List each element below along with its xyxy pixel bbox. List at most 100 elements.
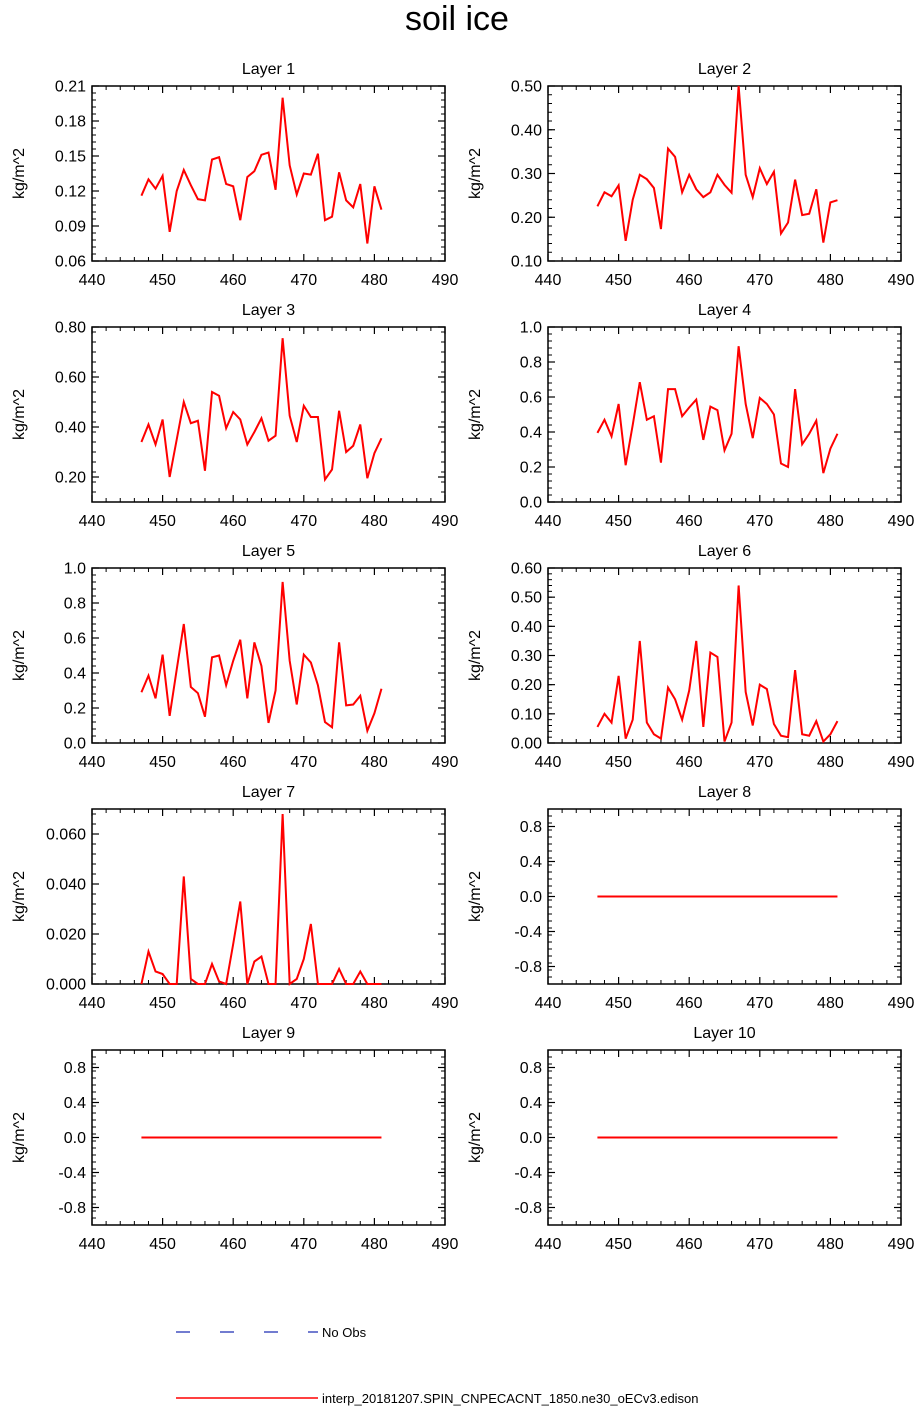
x-tick-label: 440 xyxy=(535,1236,562,1253)
y-tick-label: 0.8 xyxy=(520,819,542,836)
y-tick-label: 0.4 xyxy=(520,854,542,871)
plot-frame xyxy=(91,85,446,262)
x-tick-label: 440 xyxy=(535,272,562,289)
x-tick-label: 450 xyxy=(605,513,632,530)
x-tick-label: 460 xyxy=(220,513,247,530)
x-tick-label: 450 xyxy=(149,995,176,1012)
y-tick-label: 0.040 xyxy=(46,877,86,894)
y-tick-label: -0.4 xyxy=(514,924,542,941)
y-tick-label: 0.0 xyxy=(64,736,86,753)
y-tick-label: 0.00 xyxy=(511,736,542,753)
x-tick-label: 460 xyxy=(220,272,247,289)
x-tick-label: 470 xyxy=(290,1236,317,1253)
y-tick-label: 0.60 xyxy=(511,561,542,578)
y-tick-label: 0.60 xyxy=(55,370,86,387)
plot-frame xyxy=(547,567,902,744)
plot-frame xyxy=(91,567,446,744)
x-tick-label: 490 xyxy=(432,513,459,530)
y-tick-label: 0.2 xyxy=(520,460,542,477)
x-tick-label: 450 xyxy=(149,1236,176,1253)
x-tick-label: 480 xyxy=(361,1236,388,1253)
x-tick-label: 490 xyxy=(432,1236,459,1253)
x-tick-label: 480 xyxy=(361,272,388,289)
x-tick-label: 490 xyxy=(888,1236,914,1253)
y-tick-label: 0.50 xyxy=(511,79,542,96)
x-tick-label: 450 xyxy=(149,754,176,771)
x-tick-label: 490 xyxy=(432,272,459,289)
plot-frame xyxy=(91,808,446,985)
legend: No Obs interp_20181207.SPIN_CNPECACNT_185… xyxy=(176,1325,699,1406)
panel-title: Layer 9 xyxy=(242,1025,295,1042)
x-tick-label: 440 xyxy=(79,1236,106,1253)
panel-title: Layer 10 xyxy=(693,1025,755,1042)
y-axis-label: kg/m^2 xyxy=(467,148,484,199)
y-tick-label: 0.8 xyxy=(520,1060,542,1077)
y-tick-label: 0.6 xyxy=(520,390,542,407)
x-tick-label: 480 xyxy=(817,272,844,289)
y-tick-label: 0.4 xyxy=(520,425,542,442)
x-tick-label: 460 xyxy=(220,995,247,1012)
y-tick-label: 0.50 xyxy=(511,590,542,607)
panel-layer-2: Layer 2 440 450 460 470 480 490 0.10 0.20 0.30 0.4… xyxy=(467,61,914,289)
y-tick-label: 0.060 xyxy=(46,827,86,844)
legend-label-no-obs: No Obs xyxy=(322,1325,367,1340)
panel-layer-10: Layer 10 440 450 460 470 480 490 -0.8 -0.4 0.0 0.4… xyxy=(467,1025,914,1253)
y-tick-label: -0.4 xyxy=(58,1165,86,1182)
x-tick-label: 470 xyxy=(746,1236,773,1253)
x-tick-label: 440 xyxy=(79,995,106,1012)
y-axis-label: kg/m^2 xyxy=(11,630,28,681)
y-tick-label: 0.2 xyxy=(64,701,86,718)
x-tick-label: 470 xyxy=(290,272,317,289)
x-tick-label: 470 xyxy=(746,272,773,289)
x-tick-label: 490 xyxy=(888,272,914,289)
x-tick-label: 480 xyxy=(817,754,844,771)
y-tick-label: 0.06 xyxy=(55,254,86,271)
panel-layer-4: Layer 4 440 450 460 470 480 490 0.0 0.2 0.4 0.6 0.8… xyxy=(467,302,914,530)
panel-title: Layer 4 xyxy=(698,302,751,319)
x-tick-label: 470 xyxy=(290,513,317,530)
y-tick-label: 0.8 xyxy=(520,355,542,372)
y-tick-label: 1.0 xyxy=(64,561,86,578)
x-tick-label: 460 xyxy=(676,513,703,530)
panel-title: Layer 1 xyxy=(242,61,295,78)
x-tick-label: 460 xyxy=(220,1236,247,1253)
x-tick-label: 460 xyxy=(676,272,703,289)
y-axis-label: kg/m^2 xyxy=(467,630,484,681)
y-tick-label: 0.10 xyxy=(511,706,542,723)
y-tick-label: 0.20 xyxy=(511,210,542,227)
y-tick-label: 0.0 xyxy=(520,889,542,906)
y-tick-label: 0.15 xyxy=(55,149,86,166)
panel-layer-1: Layer 1 440 450 460 470 480 490 0.06 0.09 0.12 0.1… xyxy=(11,61,458,289)
x-tick-label: 450 xyxy=(605,272,632,289)
x-tick-label: 460 xyxy=(676,1236,703,1253)
x-tick-label: 480 xyxy=(817,995,844,1012)
panel-layer-8: Layer 8 440 450 460 470 480 490 -0.8 -0.4 0.0 0.4 0… xyxy=(467,784,914,1012)
y-tick-label: 0.21 xyxy=(55,79,86,96)
x-tick-label: 480 xyxy=(817,1236,844,1253)
x-tick-label: 440 xyxy=(535,754,562,771)
y-tick-label: 0.12 xyxy=(55,184,86,201)
panel-layer-7: Layer 7 440 450 460 470 480 490 0.000 0.020 0.040… xyxy=(11,784,458,1012)
x-tick-label: 470 xyxy=(746,513,773,530)
y-tick-label: 0.0 xyxy=(64,1130,86,1147)
plot-frame xyxy=(547,326,902,503)
panel-title: Layer 6 xyxy=(698,543,751,560)
x-tick-label: 440 xyxy=(79,754,106,771)
x-tick-label: 450 xyxy=(605,754,632,771)
x-tick-label: 450 xyxy=(149,272,176,289)
series-line xyxy=(140,97,383,244)
series-line xyxy=(596,85,838,243)
y-tick-label: 0.8 xyxy=(64,1060,86,1077)
x-tick-label: 450 xyxy=(605,1236,632,1253)
panel-layer-5: Layer 5 440 450 460 470 480 490 0.0 0.2 0.4 0.6 0.8… xyxy=(11,543,458,771)
y-tick-label: 0.18 xyxy=(55,114,86,131)
y-tick-label: 0.6 xyxy=(64,631,86,648)
x-tick-label: 440 xyxy=(79,272,106,289)
x-tick-label: 490 xyxy=(888,995,914,1012)
y-tick-label: 0.4 xyxy=(520,1095,542,1112)
x-tick-label: 480 xyxy=(817,513,844,530)
panel-layer-3: Layer 3 440 450 460 470 480 490 0.20 0.40 0.60 0.8… xyxy=(11,302,458,530)
plot-frame xyxy=(547,85,902,262)
panel-title: Layer 5 xyxy=(242,543,295,560)
